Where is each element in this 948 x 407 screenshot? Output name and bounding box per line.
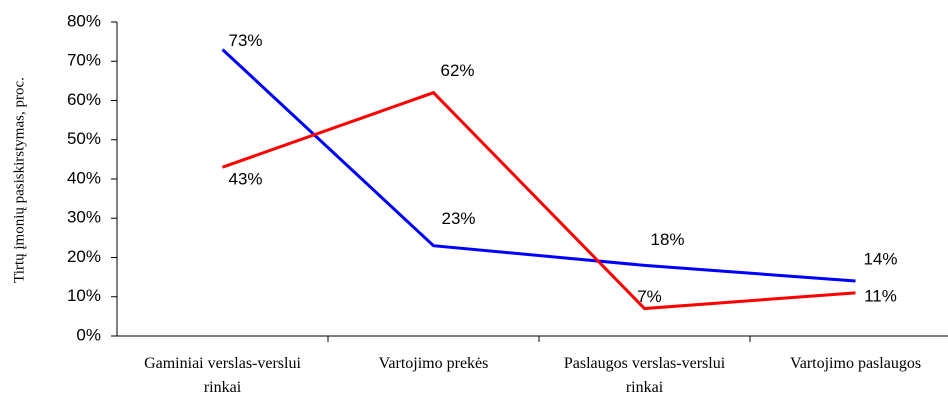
x-tick-label: Paslaugos verslas-verslui rinkai [563, 355, 726, 396]
data-label: 14% [863, 250, 897, 269]
y-tick-label: 0% [76, 325, 101, 344]
data-label: 7% [637, 287, 662, 306]
y-tick-label: 60% [67, 90, 101, 109]
x-tick-label: Vartojimo paslaugos [789, 355, 922, 372]
y-tick-label: 10% [67, 286, 101, 305]
x-tick-label: Gaminiai verslas-verslui rinkai [144, 355, 301, 396]
y-axis-title: Tirtų įmonių pasiskirstymas, proc. [11, 77, 27, 283]
data-label: 23% [441, 209, 475, 228]
data-label: 62% [440, 61, 474, 80]
data-label: 11% [864, 286, 897, 305]
series-line [221, 48, 856, 283]
series-line [222, 90, 856, 311]
y-tick-label: 80% [67, 11, 101, 30]
x-tick-label: Vartojimo prekės [378, 355, 489, 372]
y-tick-label: 30% [67, 208, 101, 227]
y-tick-label: 20% [67, 247, 101, 266]
data-label: 73% [228, 31, 262, 50]
data-label: 18% [650, 230, 684, 249]
y-tick-label: 50% [67, 129, 101, 148]
data-label: 43% [228, 170, 262, 189]
y-tick-label: 70% [67, 51, 101, 70]
y-tick-label: 40% [67, 168, 101, 187]
